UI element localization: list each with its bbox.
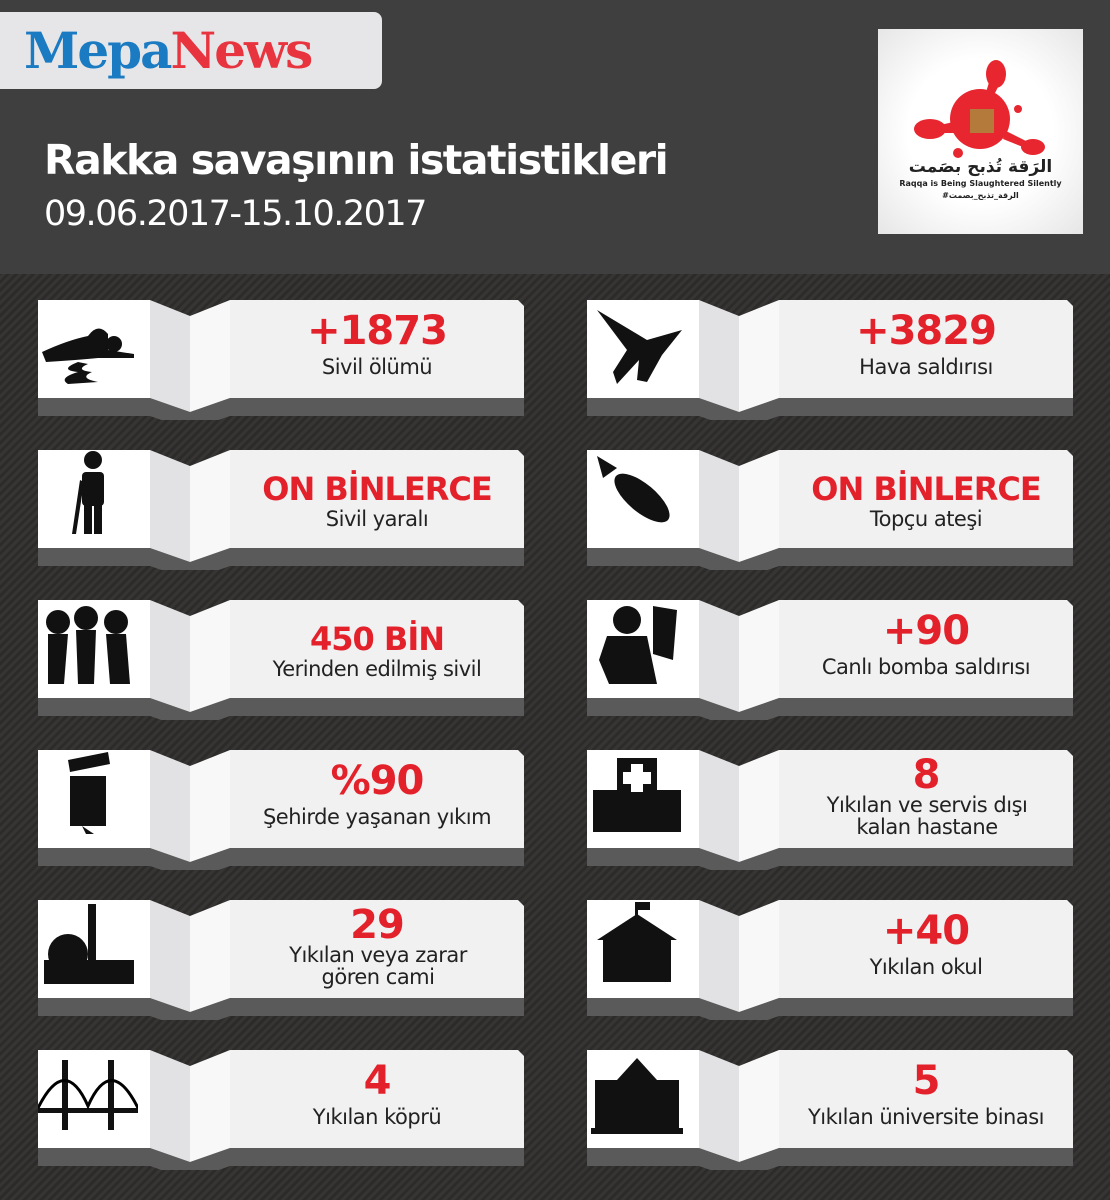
logo-part-1: Mepa bbox=[24, 21, 173, 80]
refugees-icon bbox=[46, 606, 130, 684]
bridge-icon bbox=[38, 1060, 138, 1130]
stat-label: Hava saldırısı bbox=[859, 355, 993, 379]
stat-value: +1873 bbox=[307, 308, 448, 354]
stat-card-5: 450 BİN Yerinden edilmiş sivil bbox=[38, 600, 524, 720]
page-title: Rakka savaşının istatistikleri bbox=[44, 136, 669, 184]
mepanews-logo: MepaNews bbox=[0, 12, 382, 89]
dead-body-icon bbox=[42, 328, 134, 384]
stat-card-10: +40 Yıkılan okul bbox=[587, 900, 1073, 1020]
stat-card-4: ON BİNLERCE Topçu ateşi bbox=[587, 450, 1073, 570]
stat-value: 450 BİN bbox=[309, 620, 445, 658]
blood-splash-icon bbox=[914, 60, 1045, 158]
stat-value: +90 bbox=[882, 608, 970, 654]
logo-hashtag: #الرقة_تذبح_بصمت bbox=[942, 191, 1019, 200]
stat-card-11: 4 Yıkılan köprü bbox=[38, 1050, 524, 1170]
stat-label: Sivil ölümü bbox=[321, 355, 433, 379]
stat-label: Yıkılan okul bbox=[869, 955, 983, 979]
stat-card-2: +3829 Hava saldırısı bbox=[587, 300, 1073, 420]
logo-arabic: الرَقة تُذبح بصَمت bbox=[908, 157, 1053, 177]
stat-value: ON BİNLERCE bbox=[811, 470, 1041, 508]
stat-card-3: ON BİNLERCE Sivil yaralı bbox=[38, 450, 524, 570]
stat-label: Yıkılan köprü bbox=[312, 1105, 442, 1129]
stat-value: +40 bbox=[882, 908, 970, 954]
stat-card-7: %90 Şehirde yaşanan yıkım bbox=[38, 750, 524, 870]
stat-card-8: 8 Yıkılan ve servis dışı kalan hastane bbox=[587, 750, 1073, 870]
mosque-icon bbox=[44, 904, 134, 984]
logo-english: Raqqa is Being Slaughtered Silently bbox=[899, 179, 1062, 188]
rbss-logo: الرَقة تُذبح بصَمت Raqqa is Being Slaugh… bbox=[878, 29, 1083, 234]
suicide-bomber-icon bbox=[599, 606, 677, 684]
stat-label: Canlı bomba saldırısı bbox=[821, 655, 1031, 679]
stat-value: +3829 bbox=[856, 308, 997, 354]
stat-value: ON BİNLERCE bbox=[262, 470, 492, 508]
logo-part-2: News bbox=[170, 21, 314, 80]
stat-value: 8 bbox=[912, 752, 941, 798]
stat-label: Yıkılan ve servis dışı kalan hastane bbox=[826, 793, 1028, 839]
header: MepaNews Rakka savaşının istatistikleri … bbox=[0, 0, 1110, 274]
stat-card-6: +90 Canlı bomba saldırısı bbox=[587, 600, 1073, 720]
artillery-shell-icon bbox=[597, 456, 670, 523]
stat-label: Topçu ateşi bbox=[869, 507, 983, 531]
school-icon bbox=[597, 902, 677, 982]
stat-value: 5 bbox=[912, 1058, 941, 1104]
stat-card-9: 29 Yıkılan veya zarar gören cami bbox=[38, 900, 524, 1020]
stat-value: %90 bbox=[330, 758, 425, 804]
stat-label: Yıkılan üniversite binası bbox=[807, 1105, 1045, 1129]
hospital-icon bbox=[593, 758, 681, 832]
stat-card-1: +1873 Sivil ölümü bbox=[38, 300, 524, 420]
stat-value: 4 bbox=[363, 1058, 392, 1104]
university-icon bbox=[591, 1058, 683, 1134]
stat-label: Yerinden edilmiş sivil bbox=[272, 657, 482, 681]
stat-label: Şehirde yaşanan yıkım bbox=[262, 805, 492, 829]
stat-label: Yıkılan veya zarar gören cami bbox=[289, 943, 467, 989]
destroyed-building-icon bbox=[68, 752, 110, 834]
stat-label: Sivil yaralı bbox=[325, 507, 429, 531]
date-range: 09.06.2017-15.10.2017 bbox=[44, 194, 427, 234]
stat-value: 29 bbox=[350, 902, 405, 948]
injured-person-icon bbox=[72, 451, 104, 534]
fighter-jet-icon bbox=[597, 310, 682, 384]
stat-card-12: 5 Yıkılan üniversite binası bbox=[587, 1050, 1073, 1170]
